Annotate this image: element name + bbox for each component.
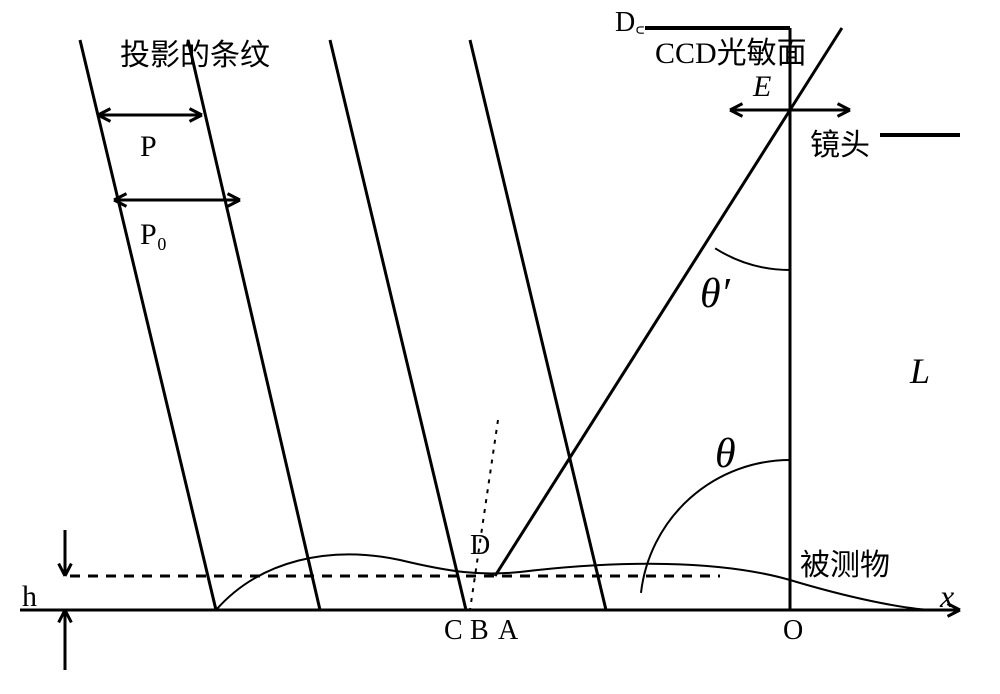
label-B: B (470, 615, 489, 647)
label-h: h (22, 580, 37, 614)
label-theta-prime: θ′ (700, 270, 730, 318)
label-D: D (470, 530, 490, 562)
label-E: E (753, 70, 771, 104)
label-lens: 镜头 (810, 120, 870, 164)
label-Dc: D꜀ (615, 2, 645, 40)
label-x: x (940, 578, 954, 615)
label-O: O (783, 615, 803, 647)
diagram-svg (0, 0, 1000, 694)
label-L: L (910, 350, 930, 392)
label-P: P (140, 130, 157, 164)
label-P0: P₀ (140, 218, 167, 252)
diagram-canvas: 投影的条纹 CCD光敏面 D꜀ E 镜头 θ′ θ L 被测物 x O A B … (0, 0, 1000, 694)
label-fringe-title: 投影的条纹 (120, 30, 270, 74)
label-theta: θ (715, 430, 736, 478)
label-object: 被测物 (800, 540, 890, 584)
label-C: C (444, 615, 463, 647)
label-A: A (498, 615, 518, 647)
label-ccd: CCD光敏面 (655, 28, 807, 72)
